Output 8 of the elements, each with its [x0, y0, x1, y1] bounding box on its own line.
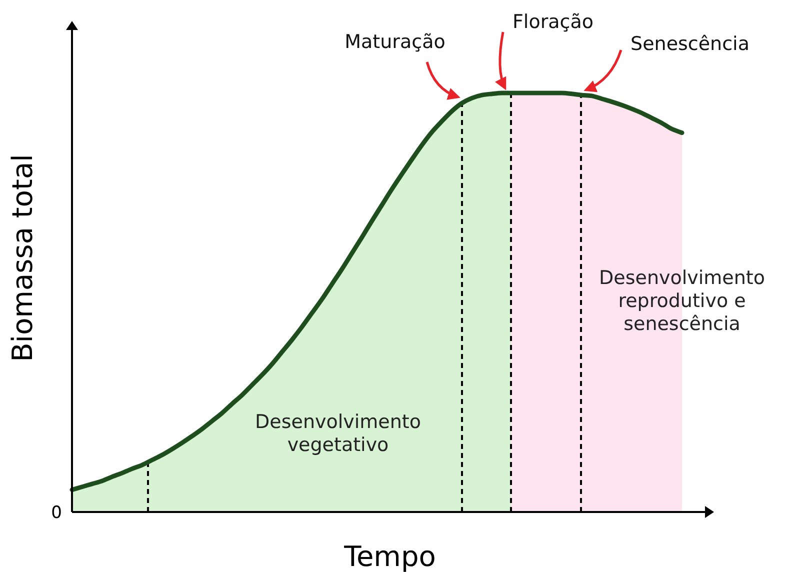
annotation: Desenvolvimento vegetativo: [255, 411, 421, 456]
text: Maturação: [344, 31, 446, 53]
x-axis-title: Tempo: [343, 540, 436, 572]
annotation: Desenvolvimento reprodutivo e senescência: [599, 267, 765, 335]
text: 0: [51, 503, 62, 523]
text: Senescência: [630, 33, 750, 55]
text: Floração: [512, 11, 594, 33]
y-axis-title: Biomassa total: [6, 154, 39, 362]
